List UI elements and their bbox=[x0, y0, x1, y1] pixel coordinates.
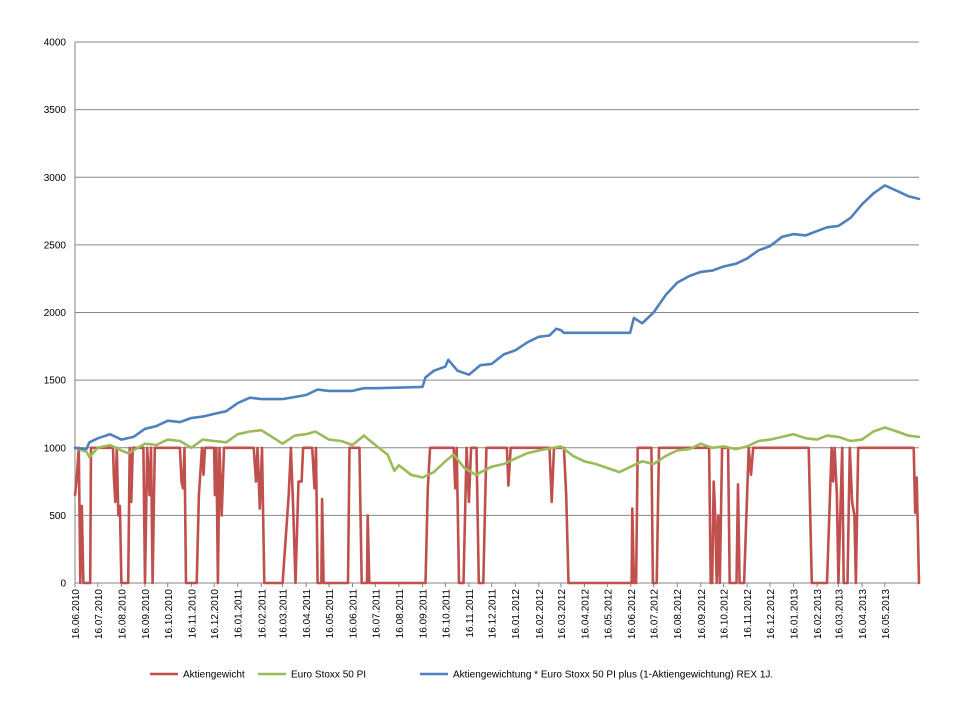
x-tick-label: 16.11.2011 bbox=[465, 589, 476, 638]
x-tick-label: 16.05.2012 bbox=[603, 589, 614, 639]
x-tick-label: 16.05.2011 bbox=[325, 589, 336, 639]
x-tick-label: 16.01.2013 bbox=[790, 589, 801, 639]
x-tick-label: 16.12.2011 bbox=[488, 589, 499, 639]
x-tick-label: 16.02.2013 bbox=[813, 589, 824, 639]
y-tick-label: 0 bbox=[60, 579, 66, 590]
x-tick-label: 16.04.2013 bbox=[858, 589, 869, 639]
x-tick-label: 16.10.2012 bbox=[720, 589, 731, 639]
x-tick-label: 16.09.2010 bbox=[141, 589, 152, 639]
x-tick-label: 16.07.2012 bbox=[650, 589, 661, 639]
y-tick-label: 500 bbox=[49, 511, 66, 522]
x-tick-label: 16.08.2012 bbox=[673, 589, 684, 639]
x-tick-label: 16.11.2010 bbox=[187, 589, 198, 639]
legend: Aktiengewicht Euro Stoxx 50 PI Aktiengewic… bbox=[150, 670, 773, 681]
x-tick-label: 16.03.2012 bbox=[557, 589, 568, 639]
y-tick-label: 1000 bbox=[44, 443, 67, 454]
x-tick-label: 16.11.2012 bbox=[743, 589, 754, 639]
legend-label: Aktiengewicht bbox=[183, 670, 245, 681]
y-tick-label: 2000 bbox=[44, 308, 67, 319]
legend-label: Aktiengewichtung * Euro Stoxx 50 PI plus… bbox=[453, 670, 773, 681]
x-tick-label: 16.06.2012 bbox=[627, 589, 638, 639]
x-tick-label: 16.10.2010 bbox=[164, 589, 175, 639]
x-tick-label: 16.03.2011 bbox=[279, 589, 290, 639]
x-tick-label: 16.04.2012 bbox=[580, 589, 591, 639]
series-line-2 bbox=[73, 426, 921, 479]
y-tick-label: 4000 bbox=[44, 38, 67, 49]
y-tick-label: 3500 bbox=[44, 105, 67, 116]
gridlines bbox=[75, 41, 919, 516]
x-tick-label: 16.09.2011 bbox=[418, 589, 429, 639]
x-tick-label: 16.10.2011 bbox=[441, 589, 452, 639]
x-tick-label: 16.08.2011 bbox=[395, 589, 406, 639]
x-tick-label: 16.08.2010 bbox=[117, 589, 128, 639]
x-tick-label: 16.01.2012 bbox=[511, 589, 522, 639]
x-tick-label: 16.01.2011 bbox=[234, 589, 245, 639]
x-tick-label: 16.07.2010 bbox=[94, 589, 105, 639]
x-tick-label: 16.02.2011 bbox=[257, 589, 268, 639]
y-tick-label: 3000 bbox=[44, 173, 67, 184]
x-tick-label: 16.05.2013 bbox=[881, 589, 892, 639]
x-tick-label: 16.04.2011 bbox=[302, 589, 313, 639]
x-tick-label: 16.12.2012 bbox=[766, 589, 777, 639]
y-axis-tick-labels: 0 500 1000 1500 2000 2500 3000 3500 4000 bbox=[44, 38, 67, 590]
x-tick-label: 16.12.2010 bbox=[210, 589, 221, 639]
x-tick-label: 16.07.2011 bbox=[371, 589, 382, 639]
x-tick-label: 16.06.2010 bbox=[71, 589, 82, 639]
x-tick-label: 16.06.2011 bbox=[349, 589, 360, 639]
x-tick-label: 16.09.2012 bbox=[697, 589, 708, 639]
series-lines bbox=[73, 184, 921, 585]
x-axis-tick-labels: 16.06.2010 16.07.2010 16.08.2010 16.09.2010… bbox=[71, 589, 892, 639]
series-line-3 bbox=[73, 184, 921, 451]
y-tick-label: 1500 bbox=[44, 376, 67, 387]
y-tick-label: 2500 bbox=[44, 240, 67, 251]
series-line-1 bbox=[73, 446, 921, 585]
x-tick-label: 16.03.2013 bbox=[834, 589, 845, 639]
x-tick-label: 16.02.2012 bbox=[535, 589, 546, 639]
legend-label: Euro Stoxx 50 PI bbox=[291, 670, 366, 681]
axes bbox=[74, 42, 919, 587]
